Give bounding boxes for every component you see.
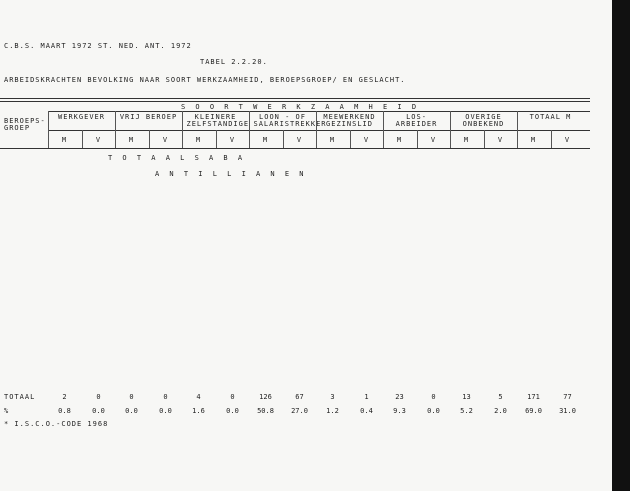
column-header: LOS-ARBEIDER	[395, 113, 438, 128]
column-header: KLEINERE ZELFSTANDIGE	[186, 113, 250, 128]
cell: 50.8	[257, 407, 274, 415]
cell: 1	[364, 393, 369, 401]
column-rule	[48, 111, 49, 148]
column-header: LOON - OF SALARISTREKKER	[253, 113, 327, 128]
sex-label: M	[128, 136, 135, 144]
sex-label: V	[564, 136, 571, 144]
scan-edge	[612, 0, 630, 491]
sex-label: M	[396, 136, 403, 144]
sex-label: V	[497, 136, 504, 144]
sex-label: M	[329, 136, 336, 144]
cell: 5	[498, 393, 503, 401]
row-label: %	[4, 407, 10, 415]
column-rule	[148, 130, 150, 148]
sex-label: V	[296, 136, 303, 144]
table-number: TABEL 2.2.20.	[200, 58, 268, 66]
column-rule	[215, 130, 217, 148]
group-header: S O O R T W E R K Z A A M H E I D	[180, 103, 420, 111]
cell: 2.0	[494, 407, 507, 415]
footer: * I.S.C.O.-CODE 1968	[4, 420, 109, 428]
cell: 69.0	[525, 407, 542, 415]
cell: 0	[163, 393, 168, 401]
column-rule	[383, 111, 384, 148]
column-rule	[349, 130, 351, 148]
cell: 4	[196, 393, 201, 401]
sex-label: V	[430, 136, 437, 144]
cell: 126	[259, 393, 272, 401]
rule	[0, 148, 590, 149]
column-rule	[282, 130, 284, 148]
column-rule	[517, 111, 518, 148]
column-header: WERKGEVER	[58, 113, 105, 121]
rule	[48, 111, 590, 112]
column-rule	[249, 111, 250, 148]
column-rule	[81, 130, 83, 148]
cell: 0.0	[427, 407, 440, 415]
cell: 13	[462, 393, 471, 401]
cell: 0.0	[159, 407, 172, 415]
sex-label: M	[61, 136, 68, 144]
cell: 2	[62, 393, 67, 401]
column-header: MEEWERKEND GEZINSLID	[323, 113, 376, 128]
rule	[48, 130, 590, 131]
sex-label: V	[95, 136, 102, 144]
cell: 77	[563, 393, 572, 401]
column-rule	[450, 111, 451, 148]
sex-label: V	[363, 136, 370, 144]
cell: 171	[527, 393, 540, 401]
cell: 0.0	[125, 407, 138, 415]
column-rule	[416, 130, 418, 148]
cell: 0	[96, 393, 101, 401]
sex-label: M	[530, 136, 537, 144]
source: C.B.S. MAART 1972 ST. NED. ANT. 1972	[4, 42, 192, 50]
cell: 0.4	[360, 407, 373, 415]
sex-label: V	[162, 136, 169, 144]
cell: 23	[395, 393, 404, 401]
row-label: TOTAAL	[4, 393, 36, 401]
column-header: TOTAAL M	[529, 113, 572, 121]
column-rule	[182, 111, 183, 148]
row-header: BEROEPS-GROEP	[4, 117, 46, 132]
cell: 1.6	[192, 407, 205, 415]
sex-label: M	[262, 136, 269, 144]
cell: 67	[295, 393, 304, 401]
cell: 0.0	[92, 407, 105, 415]
cell: 31.0	[559, 407, 576, 415]
cell: 0	[129, 393, 134, 401]
cell: 0	[230, 393, 235, 401]
cell: 3	[330, 393, 335, 401]
cell: 0	[431, 393, 436, 401]
cell: 27.0	[291, 407, 308, 415]
sex-label: M	[463, 136, 470, 144]
cell: 9.3	[393, 407, 406, 415]
rule	[0, 101, 590, 102]
rule	[0, 98, 590, 99]
table-title: ARBEIDSKRACHTEN BEVOLKING NAAR SOORT WER…	[4, 76, 406, 84]
column-rule	[115, 111, 116, 148]
section: T O T A A L S A B A	[108, 154, 246, 162]
column-header: VRIJ BEROEP	[119, 113, 178, 121]
column-rule	[483, 130, 485, 148]
column-rule	[316, 111, 317, 148]
column-header: OVERIGE ONBEKEND	[462, 113, 505, 128]
subsection: A N T I L L I A N E N	[155, 170, 307, 178]
cell: 5.2	[460, 407, 473, 415]
cell: 0.0	[226, 407, 239, 415]
column-rule	[550, 130, 552, 148]
sex-label: M	[195, 136, 202, 144]
cell: 1.2	[326, 407, 339, 415]
sex-label: V	[229, 136, 236, 144]
cell: 0.8	[58, 407, 71, 415]
